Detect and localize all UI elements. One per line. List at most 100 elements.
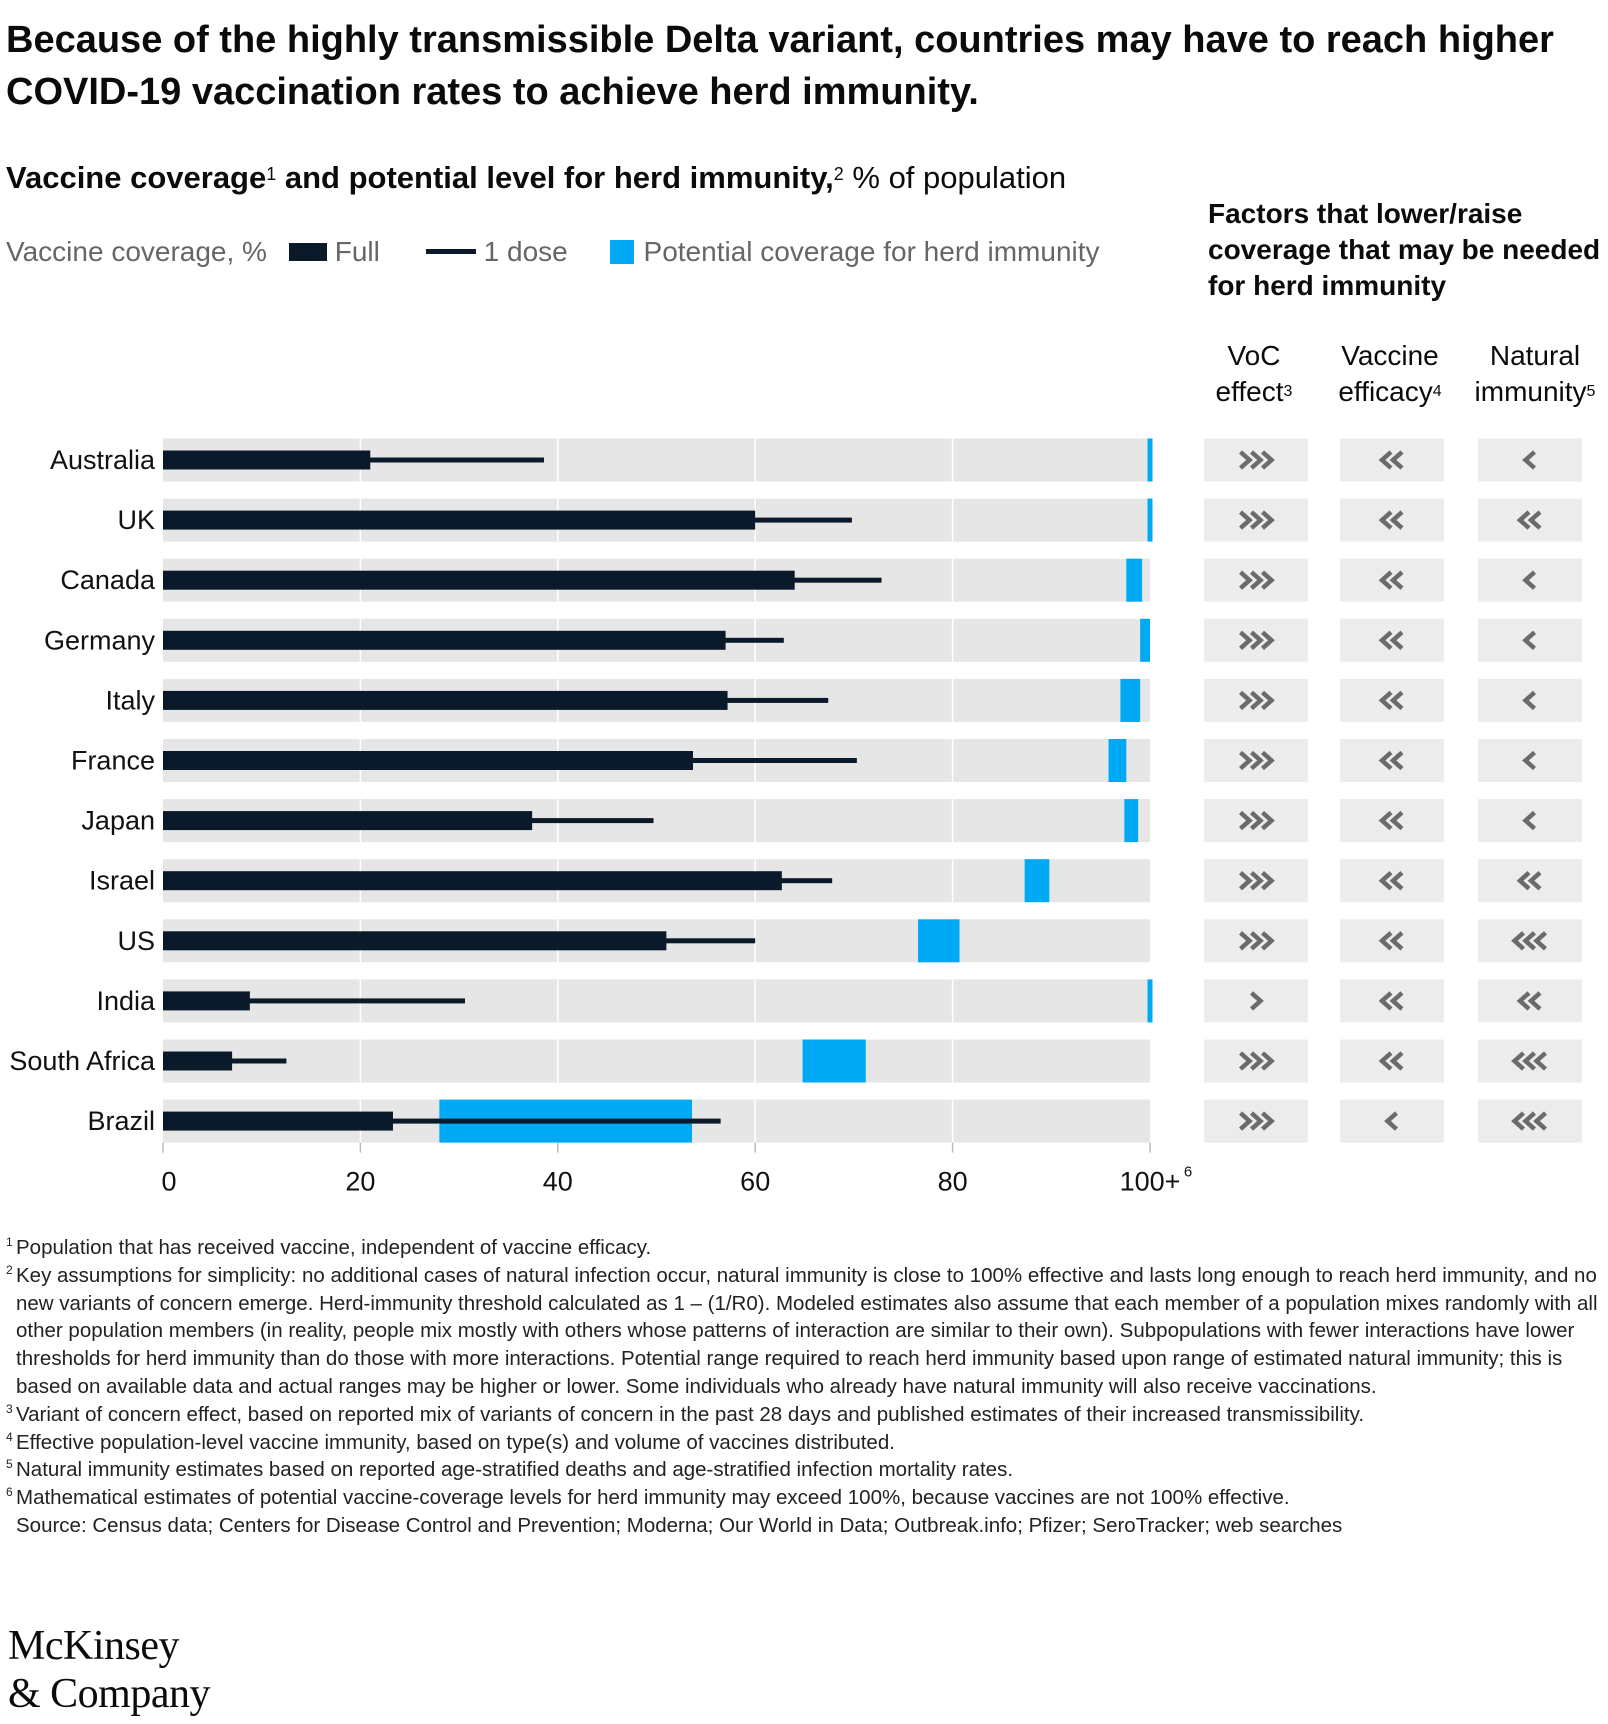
column-header-voc-line2: effect <box>1215 376 1284 407</box>
chevron-right-icon <box>1239 1111 1253 1131</box>
subtitle-bold-b: and potential level for herd immunity, <box>276 160 834 195</box>
footnote-4-marker: 4 <box>6 1429 13 1444</box>
chevron-left-icon <box>1527 510 1542 530</box>
chevron-right-icon <box>1250 1111 1264 1131</box>
footnote-2-text: Key assumptions for simplicity: no addit… <box>16 1263 1598 1398</box>
legend-swatch-herd <box>609 239 634 264</box>
chevron-right-icon <box>1261 690 1275 711</box>
category-label-japan: Japan <box>81 806 155 836</box>
factor-cell-natural-immunity-japan <box>1478 799 1582 843</box>
factor-cell-natural-immunity-brazil <box>1478 1099 1582 1143</box>
chevron-left-icon <box>1389 1051 1404 1071</box>
footnote-4-text: Effective population-level vaccine immun… <box>16 1430 895 1454</box>
chevron-right-icon <box>1239 510 1253 530</box>
legend-item-dose: 1 dose <box>425 232 568 272</box>
chevron-left-icon <box>1389 750 1404 771</box>
herd-bar-australia <box>1147 438 1153 482</box>
chevron-left-icon <box>1522 1051 1536 1071</box>
full-bar-germany <box>163 630 726 650</box>
column-header-voc-line1: VoC <box>1227 340 1281 371</box>
chevron-left-icon <box>1378 991 1393 1011</box>
chevron-left-icon <box>1389 690 1404 711</box>
source-text: Source: Census data; Centers for Disease… <box>16 1513 1343 1537</box>
category-label-india: India <box>96 986 156 1016</box>
chevron-left-icon <box>1389 931 1404 951</box>
logo-line-2: & Company <box>8 1671 211 1717</box>
factor-cell-voc-effect-australia <box>1204 438 1308 482</box>
category-label-uk: UK <box>117 505 155 535</box>
footnote-5: 5 Natural immunity estimates based on rep… <box>6 1456 1602 1484</box>
factor-cell-voc-effect-uk <box>1204 498 1308 542</box>
chevron-right-icon <box>1239 1051 1253 1071</box>
chevron-right-icon <box>1261 630 1275 650</box>
chevron-right-icon <box>1239 450 1253 470</box>
footnote-3-text: Variant of concern effect, based on repo… <box>16 1402 1365 1426</box>
full-bar-uk <box>163 510 756 530</box>
full-bar-brazil <box>163 1111 393 1131</box>
chevron-left-icon <box>1378 750 1393 771</box>
chevron-left-icon <box>1378 931 1393 951</box>
chevron-left-icon <box>1378 810 1393 831</box>
chevron-left-icon <box>1389 810 1404 831</box>
chevron-left-icon <box>1516 510 1531 530</box>
legend-text-dose: 1 dose <box>483 236 568 267</box>
chevron-left-icon <box>1527 991 1542 1011</box>
factor-cell-voc-effect-india <box>1204 979 1308 1023</box>
column-header-vaccine-line1: Vaccine <box>1341 340 1439 371</box>
chevron-left-icon <box>1533 931 1547 951</box>
chevron-left-icon <box>1522 1111 1536 1131</box>
factor-cell-voc-effect-italy <box>1204 678 1308 722</box>
factor-cell-natural-immunity-us <box>1478 919 1582 963</box>
chevron-left-icon <box>1522 750 1536 771</box>
footnote-6-marker: 6 <box>6 1485 13 1500</box>
legend: Vaccine coverage, % Full 1 dose Potentia… <box>6 232 1100 272</box>
category-label-us: US <box>117 926 155 956</box>
chevron-left-icon <box>1389 871 1404 891</box>
category-label-south-africa: South Africa <box>9 1046 156 1076</box>
factor-cell-natural-immunity-france <box>1478 739 1582 782</box>
column-header-natural-line1: Natural <box>1489 340 1581 371</box>
full-bar-italy <box>163 690 728 710</box>
track-south-africa <box>163 1039 1150 1083</box>
category-label-brazil: Brazil <box>87 1106 155 1136</box>
chevron-right-icon <box>1250 690 1264 711</box>
factor-cell-voc-effect-brazil <box>1204 1099 1308 1143</box>
category-label-israel: Israel <box>89 866 155 896</box>
chevron-left-icon <box>1533 1111 1547 1131</box>
subtitle-rest: % of population <box>843 160 1067 195</box>
dose-line-india <box>163 998 466 1004</box>
factor-cell-voc-effect-israel <box>1204 859 1308 903</box>
legend-item-full: Full <box>288 232 380 272</box>
chevron-right-icon <box>1261 450 1275 470</box>
column-header-voc-sup: 3 <box>1283 383 1293 400</box>
chevron-right-icon <box>1250 570 1264 590</box>
logo-line-1: McKinsey <box>8 1623 179 1669</box>
mckinsey-logo: McKinsey & Company <box>8 1622 211 1718</box>
chevron-right-icon <box>1250 750 1264 771</box>
chevron-right-icon <box>1250 630 1264 650</box>
factor-cell-natural-immunity-germany <box>1478 618 1582 662</box>
subtitle-sup-b: 2 <box>833 164 844 184</box>
chevron-left-icon <box>1511 931 1525 951</box>
herd-bar-canada <box>1126 558 1143 602</box>
chevron-left-icon <box>1522 690 1536 711</box>
chevron-right-icon <box>1239 810 1253 831</box>
chevron-left-icon <box>1378 450 1393 470</box>
chevron-right-icon <box>1239 871 1253 891</box>
factor-cell-voc-effect-us <box>1204 919 1308 963</box>
chevron-right-icon <box>1261 570 1275 590</box>
legend-item-herd: Potential coverage for herd immunity <box>609 232 1100 272</box>
x-tick-label-100: 100+ <box>1120 1167 1181 1197</box>
vaccine-coverage-chart: Australia UK Canada Germany Italy France Japan… <box>9 438 1582 1197</box>
full-bar-canada <box>163 570 795 590</box>
chevron-right-icon <box>1250 1051 1264 1071</box>
chevron-left-icon <box>1389 570 1404 590</box>
footnote-1-marker: 1 <box>6 1235 13 1249</box>
chevron-left-icon <box>1378 871 1393 891</box>
column-header-vaccine-sup: 4 <box>1432 383 1442 400</box>
factor-cell-natural-immunity-italy <box>1478 678 1582 722</box>
herd-bar-israel <box>1024 859 1050 903</box>
chevron-left-icon <box>1389 510 1404 530</box>
chevron-left-icon <box>1522 810 1536 831</box>
chevron-left-icon <box>1527 871 1542 891</box>
